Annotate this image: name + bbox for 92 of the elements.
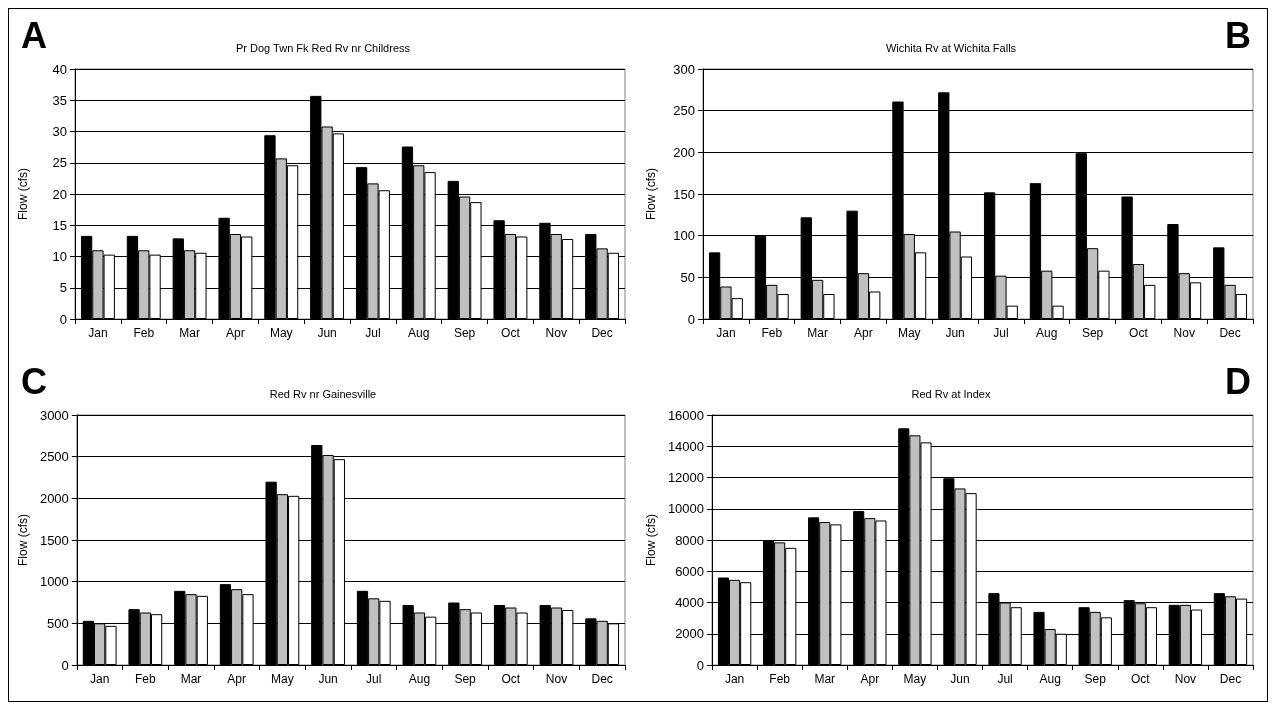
x-tick-label: Jun (318, 672, 338, 686)
x-tick-label: Jul (366, 672, 382, 686)
y-tick-label: 0 (59, 311, 67, 327)
x-tick-label: Jan (88, 326, 108, 340)
x-tick-label: Jun (317, 326, 337, 340)
x-tick-label: Feb (135, 672, 156, 686)
y-tick-label: 0 (696, 657, 705, 673)
x-tick-label: Jan (724, 672, 745, 686)
x-tick-label: May (897, 326, 921, 340)
y-tick-label: 1000 (39, 574, 69, 590)
x-tick-label: Nov (1174, 672, 1197, 686)
y-tick-label: 2000 (675, 626, 705, 642)
y-tick-label: 500 (47, 615, 69, 631)
x-tick-label: Dec (591, 326, 613, 340)
x-tick-label: Mar (807, 326, 828, 340)
x-tick-label: Oct (501, 672, 521, 686)
y-tick-label: 100 (673, 228, 695, 244)
x-tick-label: Aug (1036, 326, 1058, 340)
x-tick-label: Jul (993, 326, 1009, 340)
text: C (21, 360, 47, 402)
x-tick-label: Jan (89, 672, 110, 686)
y-tick-label: 4000 (675, 595, 705, 610)
x-tick-label: Sep (1081, 326, 1104, 340)
x-tick-label: Jan (716, 326, 736, 340)
chart-title: Wichita Rv at Wichita Falls (885, 41, 1017, 54)
y-tick-label: 50 (680, 269, 695, 285)
x-tick-label: Aug (408, 672, 431, 686)
y-tick-label: 6000 (675, 563, 705, 579)
y-tick-label: 2500 (39, 449, 69, 465)
x-tick-label: Dec (1219, 672, 1242, 686)
y-tick-label: 20 (52, 186, 67, 202)
y-tick-label: 35 (52, 92, 67, 108)
x-tick-label: May (269, 326, 293, 340)
x-tick-label: Nov (1173, 326, 1195, 340)
y-tick-label: 10 (52, 249, 67, 264)
y-tick-label: 10000 (667, 501, 705, 517)
y-tick-label: 25 (52, 155, 67, 171)
x-tick-label: May (903, 672, 927, 686)
x-tick-label: Aug (408, 326, 430, 340)
text: A (21, 14, 47, 56)
y-tick-label: 5 (59, 280, 67, 296)
x-tick-label: Nov (545, 326, 567, 340)
y-tick-label: 1500 (39, 532, 69, 548)
x-tick-label: Feb (133, 326, 155, 340)
y-axis-title: Flow (cfs) (16, 168, 30, 220)
y-tick-label: 3000 (39, 407, 69, 423)
x-tick-label: Jul (997, 672, 1013, 686)
y-tick-label: 150 (673, 186, 695, 202)
text: B (1225, 14, 1251, 56)
y-tick-label: 200 (673, 144, 695, 160)
chart-title: Red Rv nr Gainesville (269, 387, 377, 400)
chart-title: Pr Dog Twn Fk Red Rv nr Childress (235, 41, 411, 54)
x-tick-label: Nov (545, 672, 568, 686)
x-tick-label: Dec (1219, 326, 1241, 340)
y-tick-label: 12000 (667, 470, 705, 485)
y-tick-label: 40 (52, 61, 67, 77)
x-tick-label: Apr (226, 326, 245, 340)
x-tick-label: Apr (854, 326, 873, 340)
text: D (1225, 360, 1251, 402)
x-tick-label: Sep (453, 326, 476, 340)
y-tick-label: 8000 (675, 532, 705, 548)
y-tick-label: 300 (673, 61, 695, 77)
y-tick-label: 30 (52, 124, 67, 139)
x-tick-label: Oct (1130, 672, 1151, 686)
x-tick-label: Feb (761, 326, 783, 340)
y-tick-label: 250 (673, 103, 695, 119)
x-tick-label: Aug (1039, 672, 1061, 686)
y-axis-title: Flow (cfs) (644, 168, 658, 220)
y-axis-title: Flow (cfs) (16, 514, 30, 566)
x-tick-label: Jun (945, 326, 965, 340)
y-tick-label: 0 (61, 657, 69, 673)
y-tick-label: 0 (687, 311, 695, 327)
y-tick-label: 16000 (667, 407, 705, 423)
y-tick-label: 15 (52, 217, 67, 233)
x-tick-label: Jul (365, 326, 381, 340)
x-tick-label: Dec (591, 672, 613, 686)
chart-title: Red Rv at Index (911, 387, 991, 400)
x-tick-label: Apr (860, 672, 880, 686)
y-axis-title: Flow (cfs) (644, 514, 658, 566)
x-tick-label: Jun (950, 672, 970, 686)
y-tick-label: 2000 (39, 490, 69, 506)
x-tick-label: Feb (769, 672, 791, 686)
x-tick-label: Apr (227, 672, 247, 686)
x-tick-label: Sep (1084, 672, 1107, 686)
x-tick-label: Mar (179, 326, 200, 340)
x-tick-label: Oct (501, 326, 521, 340)
x-tick-label: Sep (454, 672, 477, 686)
x-tick-label: Oct (1129, 326, 1149, 340)
x-tick-label: May (271, 672, 294, 686)
x-tick-label: Mar (180, 672, 202, 686)
x-tick-label: Mar (814, 672, 836, 686)
y-tick-label: 14000 (667, 438, 705, 454)
